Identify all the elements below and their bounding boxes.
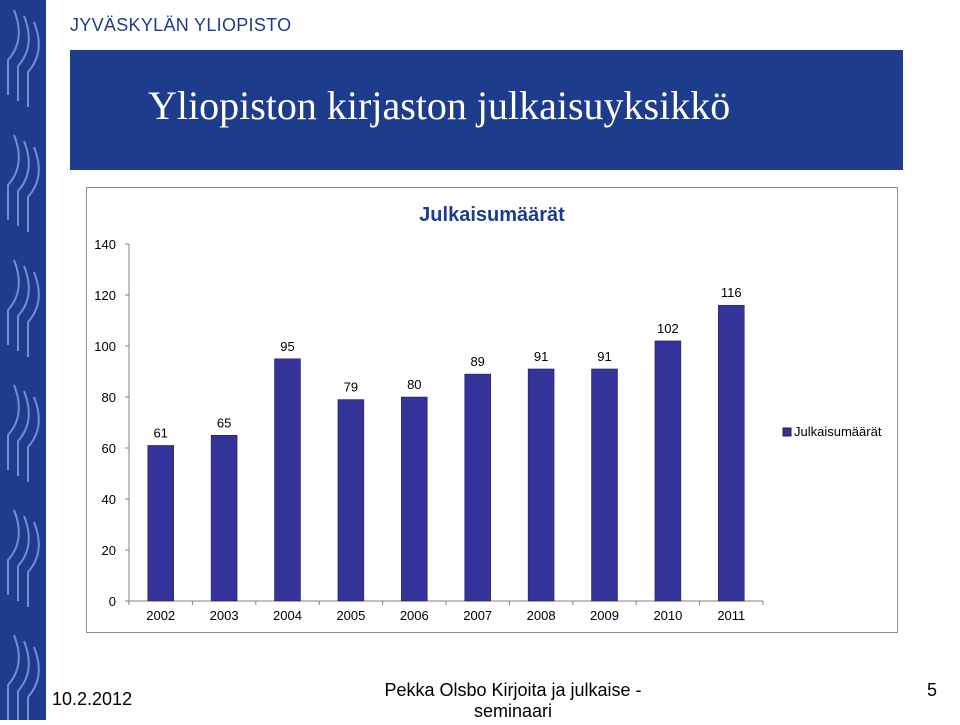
x-tick-label: 2007 (463, 608, 492, 623)
data-label-2006: 80 (407, 377, 421, 392)
bar-2002 (147, 445, 174, 602)
legend-label: Julkaisumäärät (794, 424, 882, 439)
bars (147, 304, 745, 602)
legend-swatch (782, 427, 792, 437)
y-axis: 0 20 40 60 80 100 120 140 (94, 237, 130, 609)
x-axis: 2002 2003 2004 2005 2006 2007 2008 2009 2010 2011 (128, 600, 764, 623)
bar-2004 (274, 358, 301, 602)
logo-stroke (27, 21, 40, 107)
data-label-2005: 79 (344, 380, 358, 395)
logo-stroke (7, 509, 20, 595)
data-label-2009: 91 (597, 349, 611, 364)
logo-stroke (17, 140, 30, 226)
data-label-2004: 95 (280, 339, 294, 354)
page-number: 5 (927, 680, 938, 700)
y-tick-label: 80 (102, 390, 116, 405)
logo-stroke (7, 9, 20, 95)
x-tick-label: 2003 (210, 608, 239, 623)
logo-stroke (17, 515, 30, 601)
chart-container: Julkaisumäärät 0 20 40 60 80 100 120 140 2002 20… (86, 187, 898, 633)
y-tick-label: 40 (102, 492, 116, 507)
logo-stroke (7, 134, 20, 220)
bar-2010 (654, 340, 682, 602)
bar-2008 (527, 368, 555, 602)
legend: Julkaisumäärät (782, 424, 882, 439)
footer-date: 10.2.2012 (52, 689, 133, 709)
university-logo-pattern (7, 9, 40, 725)
logo-stroke (17, 390, 30, 476)
logo-stroke (7, 634, 20, 720)
university-name: JYVÄSKYLÄN YLIOPISTO (70, 15, 292, 35)
y-tick-label: 140 (94, 237, 116, 252)
data-label-2008: 91 (534, 349, 548, 364)
bar-2011 (718, 304, 745, 602)
data-label-2003: 65 (217, 415, 231, 430)
x-tick-label: 2011 (717, 608, 745, 623)
title-banner: Yliopiston kirjaston julkaisuyksikkö (70, 50, 903, 170)
y-tick-label: 60 (102, 441, 116, 456)
logo-stroke (27, 271, 40, 357)
data-label-2010: 102 (657, 321, 679, 336)
logo-stroke (27, 646, 40, 725)
bar-2007 (464, 373, 491, 602)
slide-title: Yliopiston kirjaston julkaisuyksikkö (148, 83, 731, 128)
footer-presenter: Pekka Olsbo Kirjoita ja julkaise - semin… (384, 680, 642, 721)
x-tick-label: 2010 (653, 608, 682, 623)
bar-2003 (210, 435, 238, 602)
chart-title: Julkaisumäärät (419, 204, 565, 226)
logo-stroke (17, 640, 30, 725)
x-tick-label: 2006 (400, 608, 429, 623)
bar-2009 (591, 368, 618, 602)
logo-stroke (17, 265, 30, 351)
data-label-2011: 116 (721, 285, 742, 300)
logo-stroke (27, 521, 40, 607)
data-label-2002: 61 (153, 425, 167, 440)
logo-stroke (7, 259, 20, 345)
x-tick-label: 2004 (273, 608, 302, 623)
logo-stroke (7, 384, 20, 470)
data-label-2007: 89 (470, 354, 484, 369)
logo-stroke (27, 146, 40, 232)
y-tick-label: 20 (102, 543, 116, 558)
bar-2005 (337, 399, 365, 602)
bar-2006 (401, 396, 428, 602)
x-tick-label: 2002 (146, 608, 175, 623)
sidebar-decoration (0, 0, 46, 725)
x-tick-label: 2005 (336, 608, 365, 623)
logo-stroke (27, 396, 40, 482)
x-tick-label: 2009 (590, 608, 619, 623)
data-labels: 61 65 95 79 80 89 91 91 102 116 (153, 285, 741, 440)
logo-stroke (17, 15, 30, 101)
x-tick-label: 2008 (527, 608, 556, 623)
y-tick-label: 0 (109, 594, 116, 609)
y-tick-label: 120 (94, 288, 116, 303)
y-tick-label: 100 (94, 339, 116, 354)
